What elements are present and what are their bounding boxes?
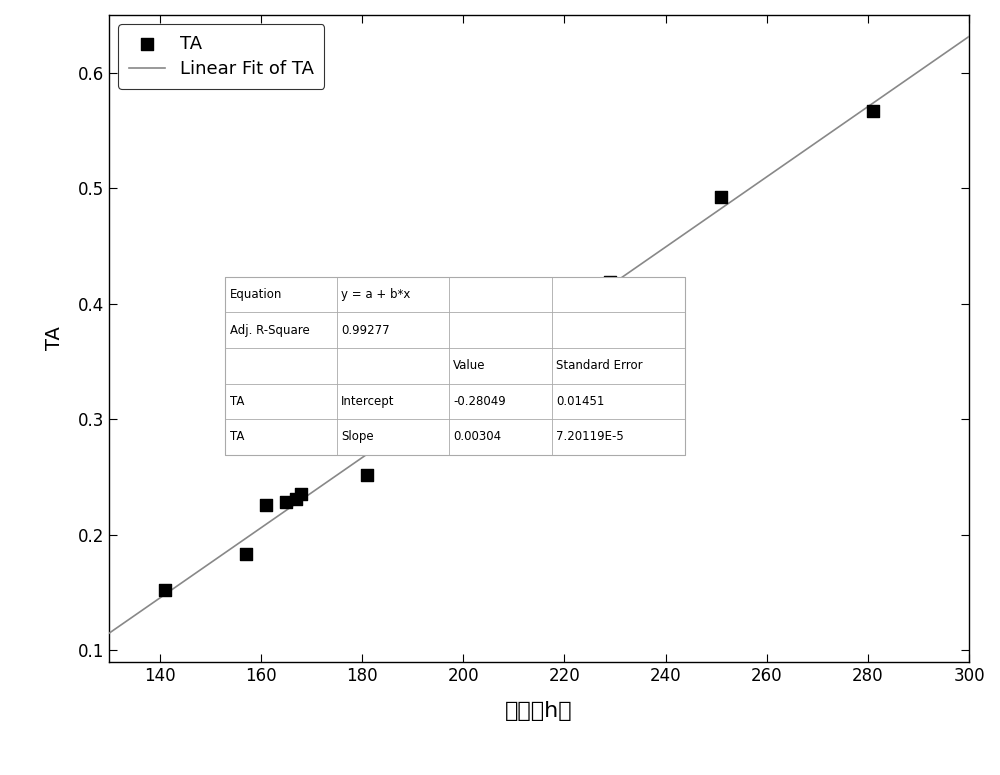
Text: Slope: Slope (341, 430, 374, 443)
TA (541, 312, 557, 324)
Text: y = a + b*x: y = a + b*x (341, 288, 411, 301)
Linear Fit of TA (512, 345, 524, 354)
Text: 0.00304: 0.00304 (453, 430, 501, 443)
Linear Fit of TA (963, 32, 975, 41)
TA (476, 369, 492, 381)
TA (521, 353, 537, 365)
Text: TA: TA (230, 430, 244, 443)
TA (602, 276, 618, 288)
X-axis label: 时间（h）: 时间（h） (505, 701, 573, 722)
FancyBboxPatch shape (225, 277, 685, 455)
Linear Fit of TA (568, 305, 580, 315)
Linear Fit of TA (943, 46, 955, 55)
Text: Intercept: Intercept (341, 395, 395, 408)
Text: 0.99277: 0.99277 (341, 324, 390, 337)
Text: 7.20119E-5: 7.20119E-5 (556, 430, 624, 443)
TA (293, 488, 309, 501)
TA (410, 406, 426, 419)
Text: Value: Value (453, 360, 486, 372)
TA (415, 405, 431, 417)
Text: Equation: Equation (230, 288, 282, 301)
Text: Adj. R-Square: Adj. R-Square (230, 324, 309, 337)
Linear Fit of TA (103, 629, 115, 638)
TA (157, 584, 173, 596)
TA (238, 548, 254, 560)
Text: -0.28049: -0.28049 (453, 395, 506, 408)
Text: TA: TA (230, 395, 244, 408)
TA (865, 105, 881, 117)
TA (713, 191, 729, 204)
Legend: TA, Linear Fit of TA: TA, Linear Fit of TA (118, 24, 324, 89)
TA (389, 414, 405, 426)
Line: Linear Fit of TA: Linear Fit of TA (109, 36, 969, 633)
Text: Standard Error: Standard Error (556, 360, 643, 372)
TA (420, 407, 436, 419)
TA (278, 496, 294, 508)
Linear Fit of TA (615, 274, 627, 283)
TA (288, 493, 304, 505)
TA (491, 362, 507, 374)
Linear Fit of TA (517, 342, 529, 351)
TA (258, 498, 274, 511)
Text: 0.01451: 0.01451 (556, 395, 605, 408)
Y-axis label: TA: TA (45, 326, 64, 350)
Linear Fit of TA (808, 140, 820, 149)
TA (359, 468, 375, 480)
